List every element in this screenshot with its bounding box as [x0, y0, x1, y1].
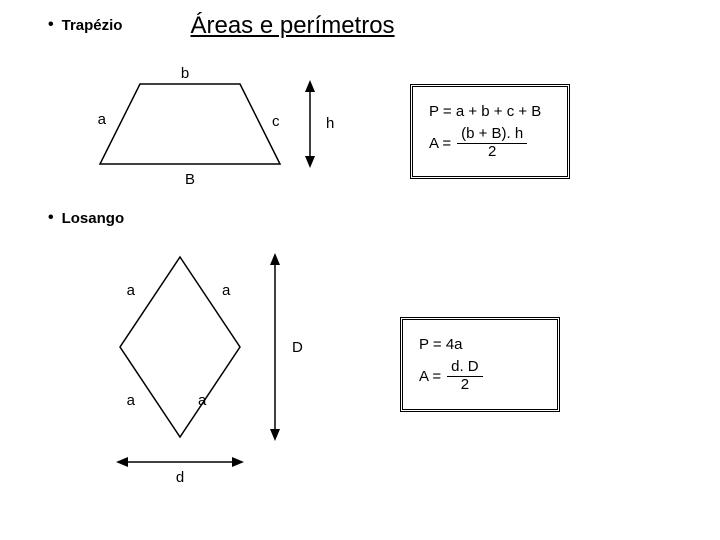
area-num: (b + B). h — [457, 126, 527, 144]
big-diagonal-arrow — [270, 253, 280, 441]
small-diagonal-arrow — [116, 457, 244, 467]
label-a: a — [98, 111, 107, 128]
label-a-tl: a — [127, 282, 136, 299]
diagram-trapezoid: b a c B h — [80, 64, 350, 199]
trapezoid-area: A = (b + B). h 2 — [429, 126, 551, 160]
label-big-b: B — [185, 171, 195, 188]
area-num: d. D — [447, 359, 483, 377]
formula-box-trapezoid: P = a + b + c + B A = (b + B). h 2 — [410, 84, 570, 179]
header: Trapézio Áreas e perímetros — [20, 12, 700, 44]
label-a-bl: a — [127, 392, 136, 409]
bullet-losango-label: Losango — [62, 210, 125, 227]
area-fraction: d. D 2 — [447, 359, 483, 393]
label-small-d: d — [176, 469, 184, 486]
trapezoid-shape — [100, 84, 280, 164]
formula-box-rhombus: P = 4a A = d. D 2 — [400, 317, 560, 412]
label-a-br: a — [198, 392, 207, 409]
area-lhs: A = — [419, 368, 441, 385]
bullet-trapezio-label: Trapézio — [62, 17, 123, 34]
label-a-tr: a — [222, 282, 231, 299]
trapezoid-svg: b a c B h — [80, 64, 350, 194]
label-big-d: D — [292, 339, 303, 356]
trapezoid-perimeter: P = a + b + c + B — [429, 103, 551, 120]
height-arrow — [305, 80, 315, 168]
rhombus-perimeter: P = 4a — [419, 336, 541, 353]
rhombus-area: A = d. D 2 — [419, 359, 541, 393]
area-lhs: A = — [429, 135, 451, 152]
label-c: c — [272, 113, 280, 130]
diagram-rhombus: a a a a D d — [80, 237, 340, 492]
area-den: 2 — [457, 377, 473, 394]
area-den: 2 — [484, 144, 500, 161]
rhombus-svg: a a a a D d — [80, 237, 340, 487]
label-h: h — [326, 115, 334, 132]
bullet-losango: Losango — [48, 209, 700, 227]
section-trapezoid: b a c B h P = a + b + c + B A = (b + B).… — [20, 64, 700, 199]
area-fraction: (b + B). h 2 — [457, 126, 527, 160]
bullet-trapezio: Trapézio — [48, 16, 122, 34]
page-title: Áreas e perímetros — [190, 12, 394, 40]
label-b: b — [181, 65, 189, 82]
section-rhombus: a a a a D d P = 4a A = d. D — [20, 237, 700, 492]
